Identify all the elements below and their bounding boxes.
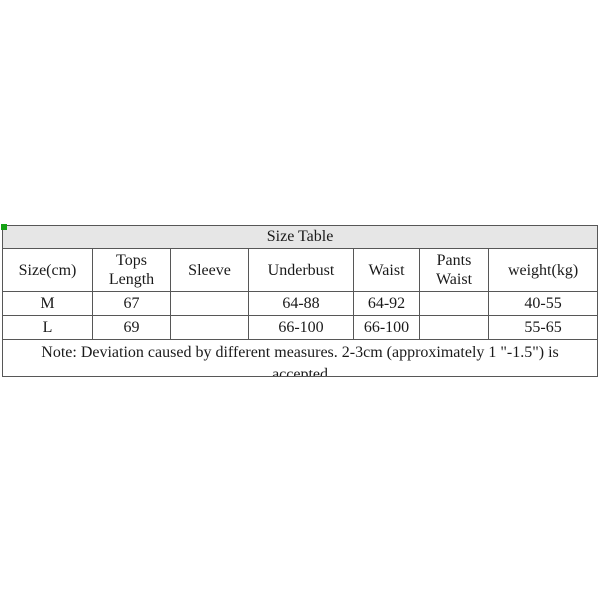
cell-sleeve <box>170 291 249 316</box>
size-table: Size Table Size(cm) Tops Length Sleeve U… <box>1 225 599 377</box>
col-header-sleeve: Sleeve <box>170 248 249 292</box>
cell-underbust: 64-88 <box>248 291 354 316</box>
col-header-size-cm: Size(cm) <box>2 248 93 292</box>
cell-waist: 66-100 <box>353 315 420 340</box>
corner-marker-icon <box>1 224 7 230</box>
cell-underbust: 66-100 <box>248 315 354 340</box>
cell-waist: 64-92 <box>353 291 420 316</box>
cell-tops-length: 67 <box>92 291 171 316</box>
note-cell: Note: Deviation caused by different meas… <box>1 339 599 377</box>
cell-pants-waist <box>419 291 489 316</box>
cell-pants-waist <box>419 315 489 340</box>
table-title-row: Size Table <box>1 225 599 249</box>
cell-size-label: L <box>2 315 93 340</box>
table-header-row: Size(cm) Tops Length Sleeve Underbust Wa… <box>2 248 599 292</box>
table-title: Size Table <box>1 225 599 249</box>
table-row-l: L 69 66-100 66-100 55-65 <box>2 315 599 340</box>
cell-weight: 55-65 <box>487 315 599 340</box>
col-header-pants-waist: Pants Waist <box>419 248 489 292</box>
table-row-m: M 67 64-88 64-92 40-55 <box>2 291 599 316</box>
cell-tops-length: 69 <box>92 315 171 340</box>
cell-size-label: M <box>2 291 93 316</box>
col-header-tops-length: Tops Length <box>92 248 171 292</box>
col-header-waist: Waist <box>353 248 420 292</box>
note-line-2: accepted <box>272 366 329 376</box>
col-header-underbust: Underbust <box>248 248 354 292</box>
table-note-row: Note: Deviation caused by different meas… <box>1 339 599 377</box>
cell-weight: 40-55 <box>487 291 599 316</box>
cell-sleeve <box>170 315 249 340</box>
note-text: Note: Deviation caused by different meas… <box>4 341 597 376</box>
note-line-1: Note: Deviation caused by different meas… <box>41 344 559 361</box>
col-header-weight-kg: weight(kg) <box>487 248 599 292</box>
